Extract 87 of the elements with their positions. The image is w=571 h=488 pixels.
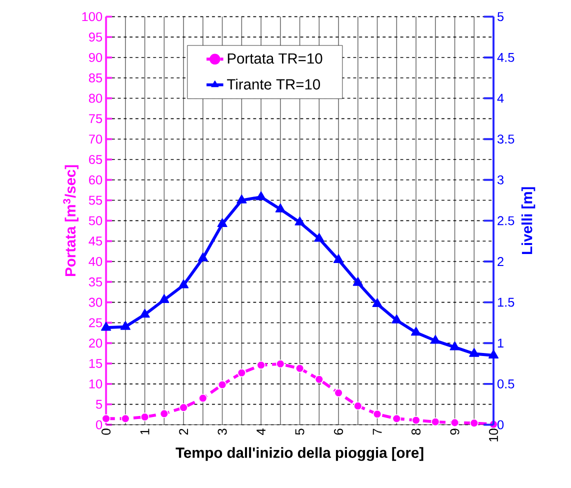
- y-tick-label: 55: [88, 196, 102, 205]
- x-axis-title: Tempo dall'inizio della pioggia [ore]: [176, 446, 424, 461]
- legend-label: Portata TR=10: [228, 53, 322, 64]
- y-tick-label: 75: [89, 114, 102, 123]
- point: [100, 322, 112, 330]
- point: [237, 368, 246, 377]
- point: [121, 414, 130, 423]
- point: [275, 203, 286, 212]
- point: [198, 394, 208, 402]
- y-tick-label: 100: [82, 12, 102, 21]
- y2-tick-label: 4: [497, 94, 504, 102]
- point: [218, 380, 227, 389]
- point: [276, 359, 285, 368]
- y-tick-label: 25: [89, 318, 102, 327]
- x-tick-label: 8: [412, 428, 421, 434]
- y-axis-title: Portata [m$^{3}$/sec]: [63, 165, 78, 276]
- y-tick-label: 80: [88, 94, 102, 103]
- point: [256, 191, 266, 200]
- y2-tick-label: 2: [498, 256, 504, 266]
- point: [256, 360, 266, 370]
- y-tick-label: 45: [88, 236, 102, 246]
- y-tick-label: 90: [89, 52, 102, 62]
- x-tick-label: 6: [334, 428, 344, 434]
- y-tick-label: 10: [89, 379, 102, 388]
- point: [372, 410, 382, 418]
- point: [392, 414, 401, 423]
- y2-tick-label: 0.5: [497, 379, 514, 388]
- point: [120, 320, 130, 330]
- y2-tick-label: 3: [497, 175, 504, 184]
- point: [352, 276, 363, 286]
- point: [159, 294, 170, 303]
- y2-axis-title: Livelli [m]: [521, 186, 536, 254]
- point: [392, 314, 402, 324]
- point: [314, 232, 324, 242]
- y-tick-label: 70: [89, 134, 102, 144]
- point: [430, 334, 440, 344]
- y-tick-label: 95: [89, 32, 102, 42]
- point: [236, 194, 247, 204]
- point: [198, 252, 208, 262]
- point: [372, 298, 382, 307]
- point: [412, 416, 420, 424]
- point: [102, 414, 110, 423]
- x-tick-label: 5: [295, 428, 304, 435]
- point: [140, 412, 150, 422]
- y-tick-label: 30: [88, 298, 102, 307]
- point: [140, 308, 150, 318]
- point: [450, 418, 460, 427]
- y2-tick-label: 3.5: [497, 134, 514, 144]
- y-tick-label: 50: [88, 216, 102, 225]
- y-tick-label: 85: [88, 73, 102, 82]
- x-tick-label: 1: [140, 428, 150, 434]
- x-tick-label: 2: [179, 428, 188, 434]
- y-tick-label: 65: [89, 154, 102, 164]
- y-tick-label: 15: [89, 358, 102, 368]
- point: [333, 254, 344, 263]
- y2-tick-label: 4.5: [497, 52, 514, 62]
- x-tick-label: 9: [450, 428, 460, 434]
- x-tick-label: 7: [372, 428, 382, 434]
- y2-tick-label: 1.5: [498, 298, 514, 307]
- point: [178, 279, 189, 288]
- y2-tick-label: 1: [498, 338, 504, 348]
- point: [217, 218, 228, 227]
- point: [410, 326, 422, 336]
- point: [470, 418, 478, 428]
- y2-tick-label: 2.5: [498, 216, 514, 225]
- y-tick-label: 35: [88, 277, 102, 286]
- point: [314, 374, 324, 384]
- point: [295, 364, 304, 372]
- point: [469, 348, 480, 357]
- point: [294, 216, 305, 226]
- legend-label: Tirante TR=10: [227, 78, 320, 90]
- x-tick-label: 0: [102, 428, 111, 435]
- point: [488, 349, 499, 358]
- y2-tick-label: 5: [497, 12, 504, 21]
- y-tick-label: 5: [96, 400, 102, 409]
- y-tick-label: 20: [89, 338, 102, 348]
- x-tick-label: 3: [218, 428, 227, 435]
- point: [160, 409, 168, 418]
- point: [450, 341, 460, 350]
- point: [334, 388, 343, 397]
- x-tick-label: 10: [488, 428, 498, 442]
- y-tick-label: 40: [88, 256, 102, 266]
- x-tick-label: 4: [256, 428, 266, 435]
- y-tick-label: 60: [89, 175, 102, 184]
- point: [179, 403, 188, 412]
- point: [431, 417, 440, 426]
- point: [354, 401, 362, 410]
